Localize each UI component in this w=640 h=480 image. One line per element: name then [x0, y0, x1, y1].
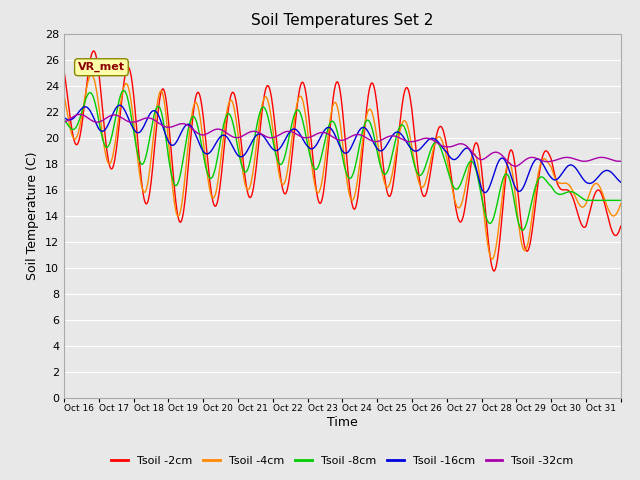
Legend: Tsoil -2cm, Tsoil -4cm, Tsoil -8cm, Tsoil -16cm, Tsoil -32cm: Tsoil -2cm, Tsoil -4cm, Tsoil -8cm, Tsoi… — [107, 451, 578, 470]
X-axis label: Time: Time — [327, 416, 358, 429]
Text: VR_met: VR_met — [78, 62, 125, 72]
Y-axis label: Soil Temperature (C): Soil Temperature (C) — [26, 152, 39, 280]
Title: Soil Temperatures Set 2: Soil Temperatures Set 2 — [252, 13, 433, 28]
